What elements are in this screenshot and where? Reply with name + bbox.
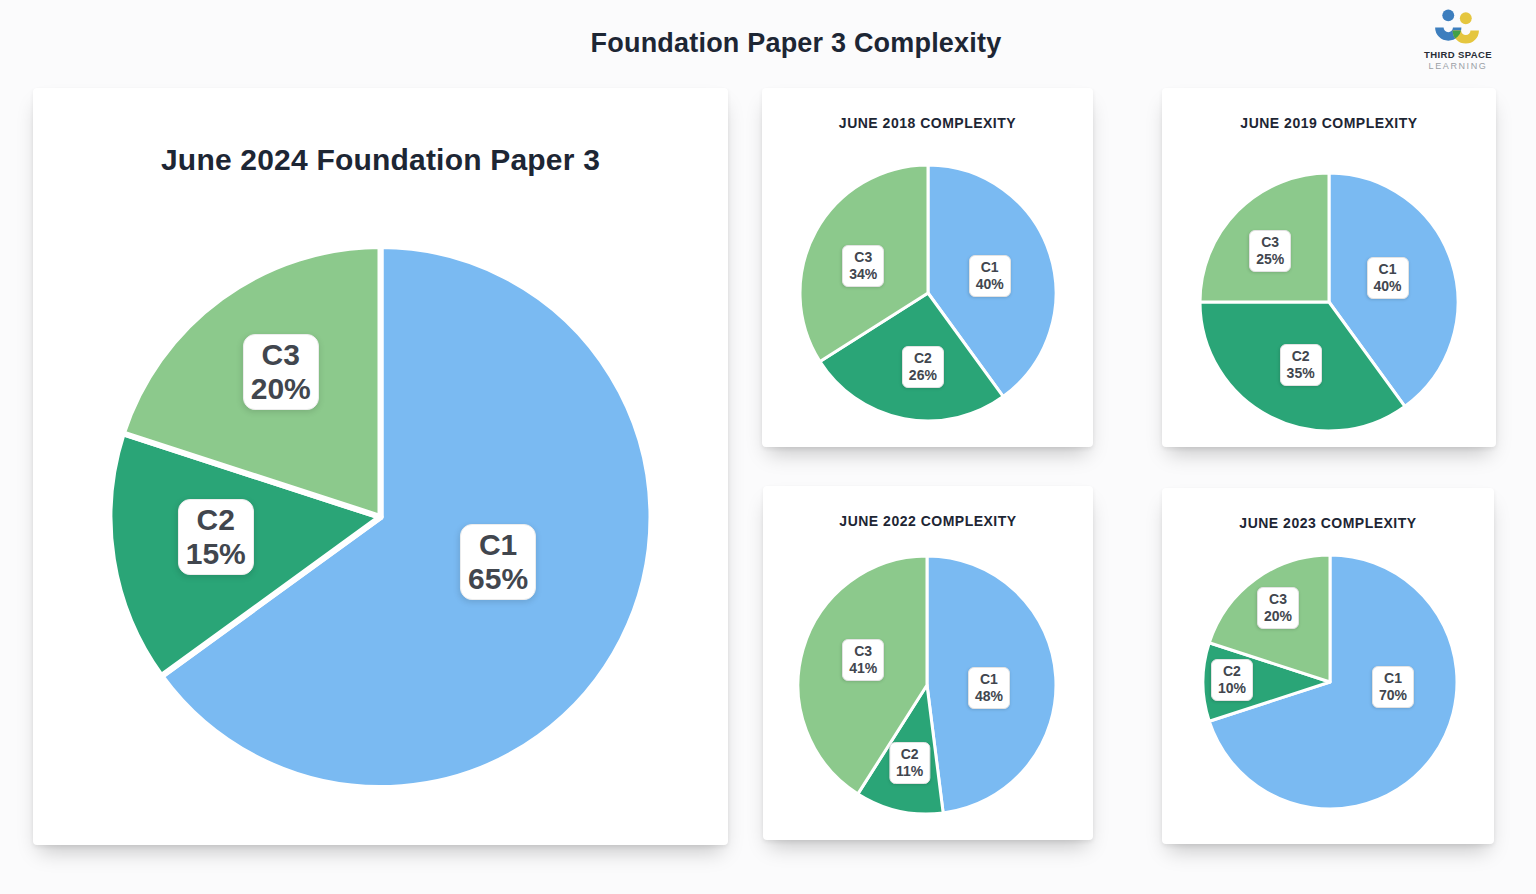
chart-card-june-2022-complexity: JUNE 2022 COMPLEXITYC148%C211%C341% — [763, 486, 1093, 840]
slice-label-category: C2 — [1218, 663, 1246, 680]
slice-label-value: 40% — [976, 276, 1004, 293]
chart-card-june-2024-foundation-paper-3: June 2024 Foundation Paper 3C165%C215%C3… — [33, 88, 728, 845]
chart-card-june-2023-complexity: JUNE 2023 COMPLEXITYC170%C210%C320% — [1162, 488, 1494, 844]
slice-label-value: 11% — [896, 763, 923, 780]
slice-label-value: 25% — [1256, 251, 1284, 268]
slice-label-c1-june-2022-complexity: C148% — [968, 667, 1010, 709]
slice-label-category: C1 — [1374, 261, 1402, 278]
logo-text-line2: LEARNING — [1418, 61, 1498, 71]
slice-label-category: C2 — [909, 350, 937, 367]
slice-label-value: 10% — [1218, 680, 1246, 697]
slice-label-c3-june-2019-complexity: C325% — [1249, 230, 1291, 272]
slice-label-c1-june-2024-foundation-paper-3: C165% — [460, 524, 536, 600]
slice-label-c3-june-2022-complexity: C341% — [842, 639, 884, 681]
pie-chart-june-2024-foundation-paper-3 — [33, 88, 728, 845]
slice-label-value: 40% — [1374, 278, 1402, 295]
chart-card-june-2019-complexity: JUNE 2019 COMPLEXITYC140%C235%C325% — [1162, 88, 1496, 447]
slice-label-c2-june-2023-complexity: C210% — [1211, 659, 1253, 701]
slice-label-category: C2 — [186, 503, 246, 537]
slice-label-value: 35% — [1287, 365, 1315, 382]
logo-people-icon — [1432, 9, 1484, 46]
slice-label-category: C3 — [1264, 591, 1292, 608]
slice-label-value: 34% — [849, 266, 877, 283]
slice-label-value: 48% — [975, 688, 1003, 705]
slice-label-category: C3 — [849, 249, 877, 266]
chart-card-june-2018-complexity: JUNE 2018 COMPLEXITYC140%C226%C334% — [762, 88, 1093, 447]
slice-label-category: C1 — [468, 528, 528, 562]
pie-chart-june-2022-complexity — [763, 486, 1093, 840]
slice-label-c2-june-2018-complexity: C226% — [902, 346, 944, 388]
slice-label-category: C1 — [1379, 670, 1407, 687]
slice-label-c2-june-2019-complexity: C235% — [1280, 344, 1322, 386]
slice-label-value: 70% — [1379, 687, 1407, 704]
slice-label-category: C3 — [1256, 234, 1284, 251]
slice-label-value: 20% — [1264, 608, 1292, 625]
slice-label-value: 20% — [251, 372, 311, 406]
slice-label-c3-june-2018-complexity: C334% — [842, 245, 884, 287]
slice-label-category: C3 — [251, 338, 311, 372]
slice-label-category: C3 — [849, 643, 877, 660]
pie-chart-june-2018-complexity — [762, 88, 1093, 447]
slice-label-category: C1 — [975, 671, 1003, 688]
page-title: Foundation Paper 3 Complexity — [546, 28, 1046, 59]
slice-label-category: C2 — [896, 746, 923, 763]
logo-text-line1: THIRD SPACE — [1418, 49, 1498, 60]
slice-label-c1-june-2018-complexity: C140% — [969, 255, 1011, 297]
slice-label-c3-june-2023-complexity: C320% — [1257, 587, 1299, 629]
slice-label-c3-june-2024-foundation-paper-3: C320% — [243, 334, 319, 410]
third-space-learning-logo: THIRD SPACE LEARNING — [1418, 9, 1498, 71]
slice-label-value: 15% — [186, 537, 246, 571]
slice-label-category: C1 — [976, 259, 1004, 276]
slice-label-c1-june-2019-complexity: C140% — [1367, 257, 1409, 299]
slice-label-value: 41% — [849, 660, 877, 677]
slice-label-value: 26% — [909, 367, 937, 384]
slice-label-c2-june-2022-complexity: C211% — [889, 742, 930, 784]
slice-label-value: 65% — [468, 562, 528, 596]
pie-chart-june-2019-complexity — [1162, 88, 1496, 447]
slice-label-category: C2 — [1287, 348, 1315, 365]
slice-label-c2-june-2024-foundation-paper-3: C215% — [178, 499, 254, 575]
slice-label-c1-june-2023-complexity: C170% — [1372, 666, 1414, 708]
